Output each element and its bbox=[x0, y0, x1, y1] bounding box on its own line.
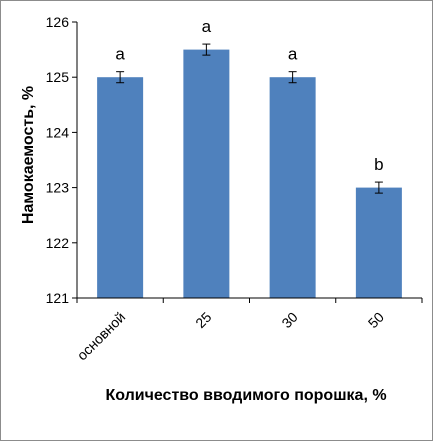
y-tick-label: 123 bbox=[46, 180, 70, 196]
bar-3 bbox=[269, 77, 316, 298]
significance-letter: a bbox=[288, 45, 298, 64]
significance-letter: a bbox=[115, 45, 125, 64]
y-tick-label: 126 bbox=[46, 14, 70, 30]
bar-1 bbox=[97, 77, 144, 298]
bars bbox=[97, 49, 402, 298]
significance-letters: a a a b bbox=[115, 17, 383, 174]
y-axis-title: Намокаемость, % bbox=[20, 86, 37, 224]
x-tick-label: 25 bbox=[192, 309, 214, 331]
y-tick-label: 124 bbox=[46, 124, 70, 140]
x-tick-label: основной bbox=[74, 309, 129, 364]
x-tick-label: 50 bbox=[365, 309, 387, 331]
x-axis-ticks: основной 25 30 50 bbox=[74, 298, 423, 364]
y-axis-ticks: 121 122 123 124 125 126 bbox=[46, 14, 77, 306]
x-axis-title: Количество вводимого порошка, % bbox=[105, 387, 386, 404]
y-tick-label: 125 bbox=[46, 69, 70, 85]
bar-2 bbox=[183, 49, 230, 298]
significance-letter: b bbox=[374, 155, 383, 174]
x-tick-label: 30 bbox=[278, 309, 300, 331]
bar-4 bbox=[355, 187, 402, 298]
significance-letter: a bbox=[202, 17, 212, 36]
error-bars bbox=[116, 43, 383, 194]
y-tick-label: 122 bbox=[46, 235, 70, 251]
y-tick-label: 121 bbox=[46, 290, 70, 306]
